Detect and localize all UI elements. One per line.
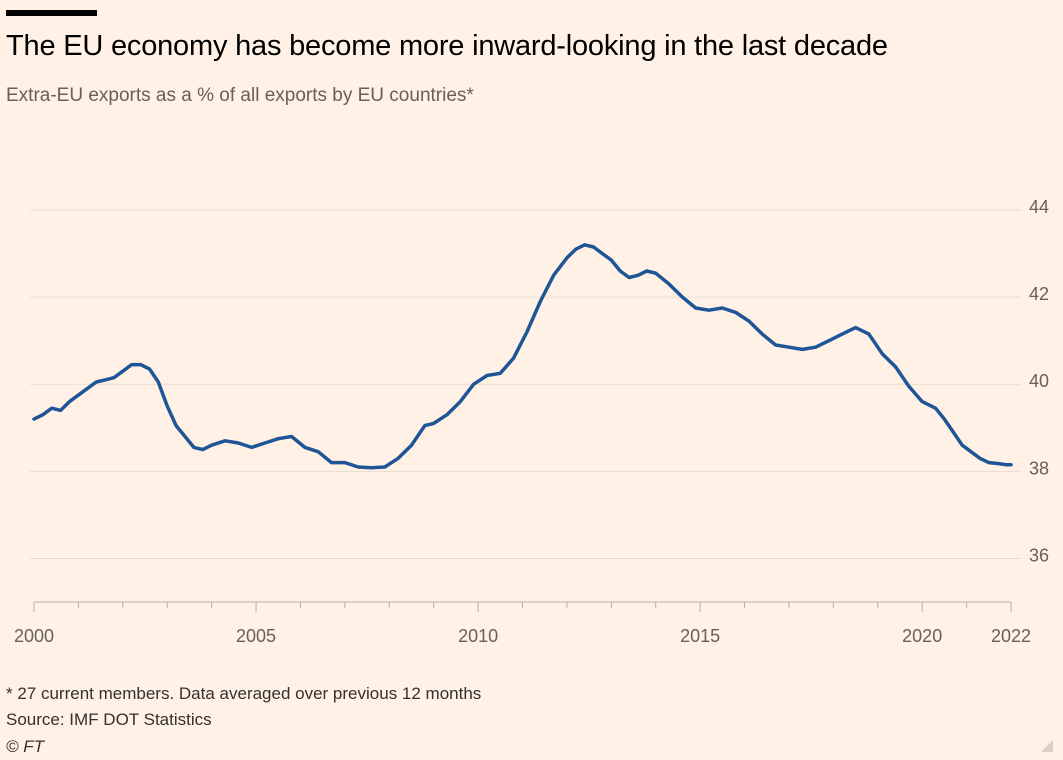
y-tick-label: 36: [1029, 545, 1049, 565]
x-tick-label: 2010: [458, 626, 498, 646]
series-line: [32, 243, 1013, 470]
x-tick-label: 2000: [14, 626, 54, 646]
chart-subtitle: Extra-EU exports as a % of all exports b…: [6, 85, 474, 106]
footnote: * 27 current members. Data averaged over…: [6, 684, 482, 703]
x-tick-label: 2015: [680, 626, 720, 646]
resize-handle-icon[interactable]: [1041, 740, 1053, 752]
x-tick-label: 2020: [902, 626, 942, 646]
y-tick-label: 44: [1029, 197, 1049, 217]
y-tick-label: 42: [1029, 284, 1049, 304]
brand-bar: [6, 10, 97, 16]
x-tick-label: 2005: [236, 626, 276, 646]
x-tick-label: 2022: [991, 626, 1031, 646]
grid-lines: [30, 209, 1021, 559]
source-note: Source: IMF DOT Statistics: [6, 710, 212, 729]
y-axis: 36 38 40 42 44: [1029, 197, 1049, 565]
y-tick-label: 40: [1029, 371, 1049, 391]
x-axis: 2000 2005 2010 2015 2020 2022: [14, 601, 1031, 646]
copyright: © FT: [6, 737, 45, 756]
line-chart: 2000 2005 2010 2015 2020 2022 36 38 40 42 44: [14, 197, 1049, 646]
chart-title: The EU economy has become more inward-lo…: [6, 30, 888, 62]
y-tick-label: 38: [1029, 458, 1049, 478]
